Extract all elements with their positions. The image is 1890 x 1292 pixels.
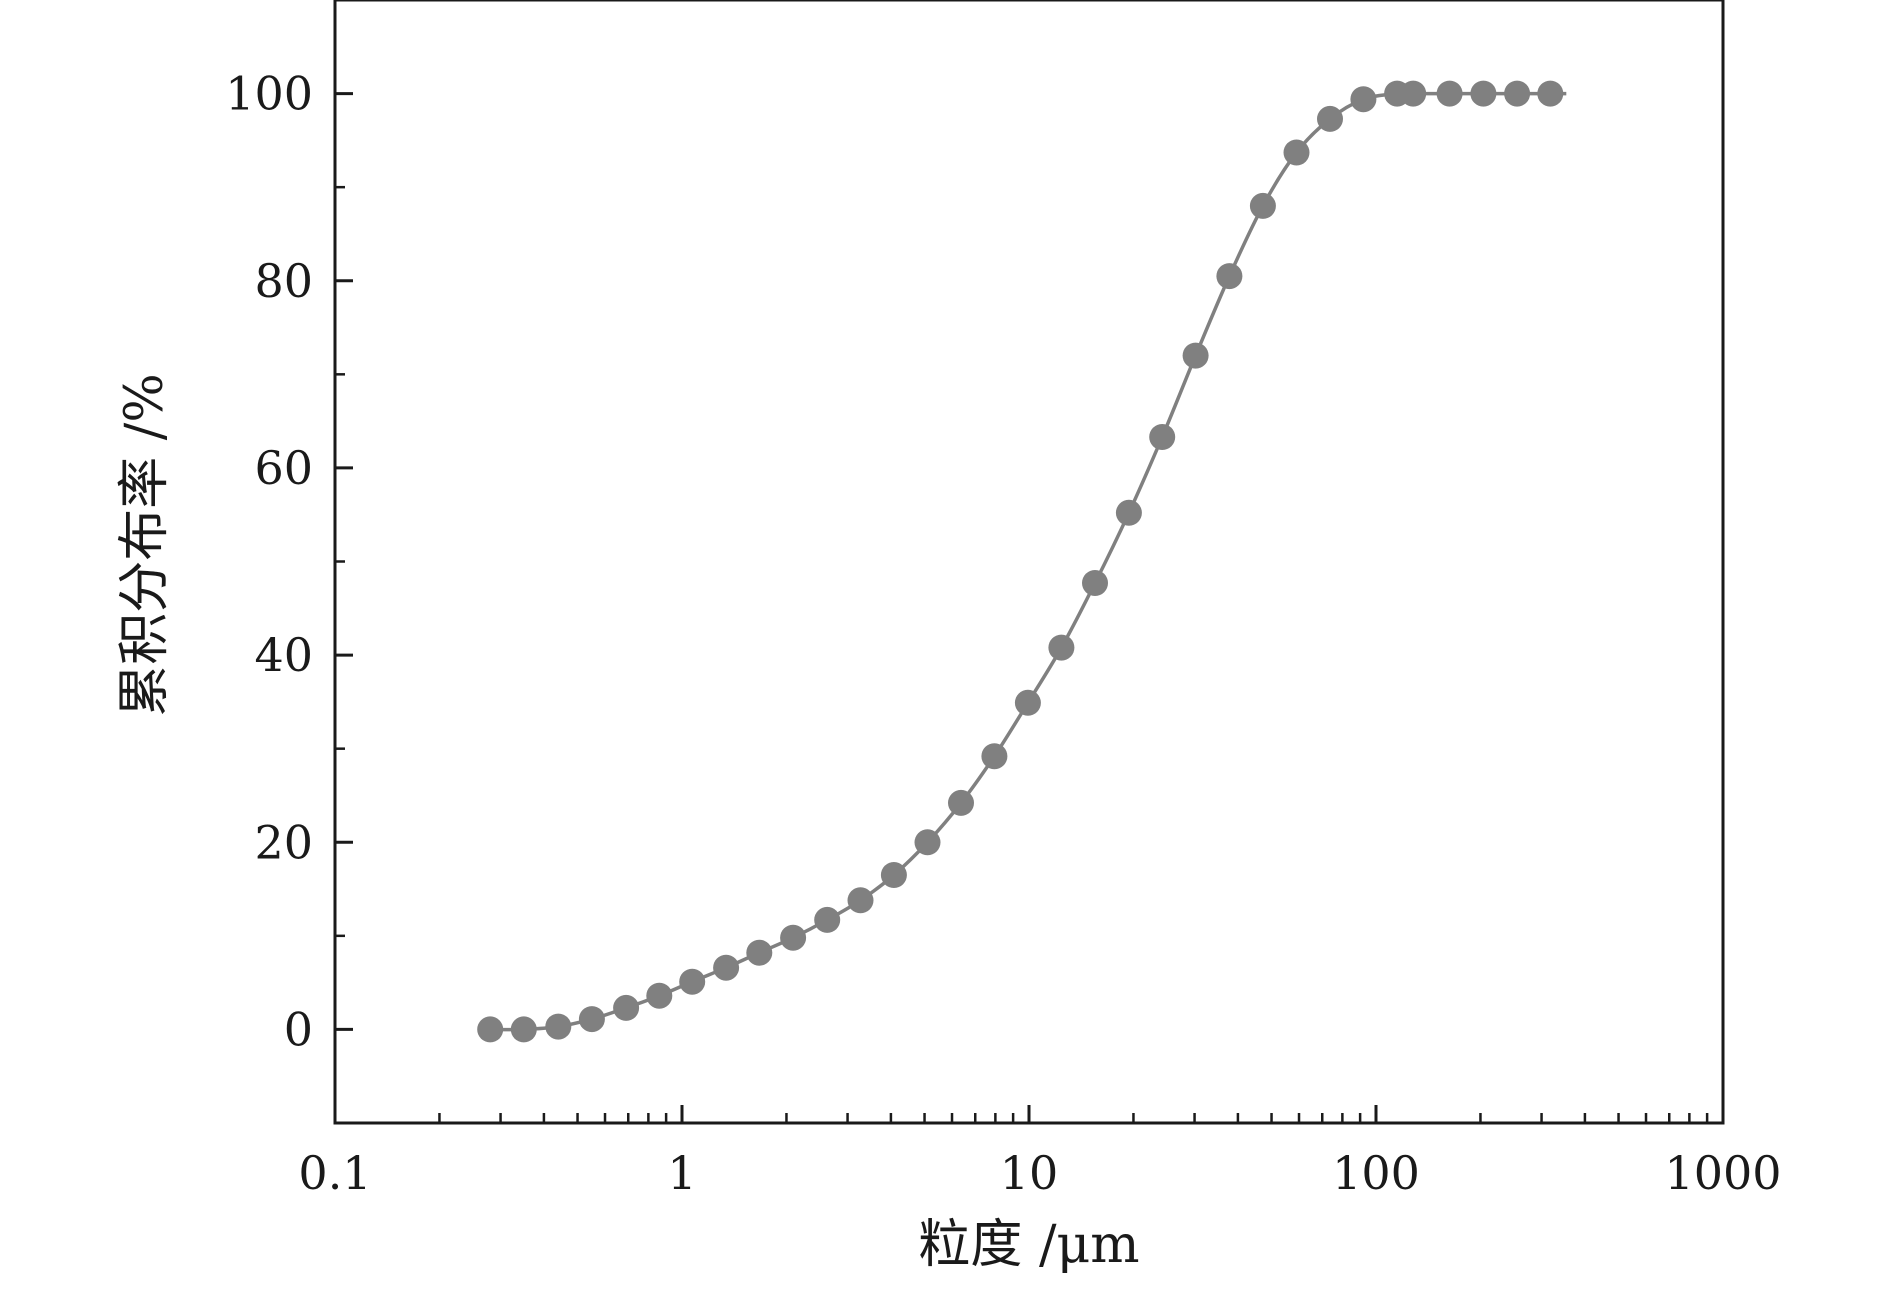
y-tick-label: 80 (254, 254, 313, 308)
data-point (847, 887, 874, 914)
data-point (1048, 634, 1075, 661)
y-tick-label: 0 (284, 1002, 313, 1056)
data-point (1182, 342, 1209, 369)
y-axis-title: 累积分布率 /% (115, 373, 175, 716)
data-point (914, 829, 941, 856)
data-point (1249, 192, 1276, 219)
data-point (1350, 86, 1377, 113)
x-tick-label: 1000 (1664, 1146, 1781, 1200)
data-point (1470, 80, 1497, 107)
data-point (545, 1013, 572, 1040)
x-axis-title: 粒度 /μm (918, 1215, 1139, 1275)
y-tick-label: 20 (254, 815, 313, 869)
data-point (477, 1016, 504, 1043)
x-axis-tick-labels: 0.1 1 10 100 1000 (298, 1146, 1781, 1200)
data-point (1537, 80, 1564, 107)
series-fit-curve (490, 91, 1567, 1032)
data-point (746, 939, 773, 966)
y-tick-label: 40 (254, 628, 313, 682)
y-axis-ticks (335, 92, 353, 1031)
y-tick-label: 60 (254, 441, 313, 495)
x-tick-label: 1 (667, 1146, 696, 1200)
x-tick-label: 100 (1332, 1146, 1420, 1200)
data-point (1400, 80, 1427, 107)
data-point (780, 924, 807, 951)
data-point (981, 743, 1008, 770)
data-point (1216, 263, 1243, 290)
data-point (1283, 139, 1310, 166)
data-point (1082, 570, 1108, 596)
x-tick-label: 10 (1000, 1146, 1059, 1200)
data-point (1317, 105, 1343, 132)
data-point (880, 862, 907, 888)
data-point (1149, 424, 1176, 450)
x-axis-ticks (333, 1105, 1725, 1123)
y-axis-tick-labels: 0 20 40 60 80 100 (225, 67, 313, 1057)
data-point (646, 982, 673, 1009)
data-point (1504, 80, 1531, 107)
y-tick-label: 100 (225, 67, 313, 121)
data-point (578, 1006, 605, 1033)
series-points (477, 80, 1564, 1043)
data-point (1014, 689, 1041, 716)
data-point (510, 1016, 537, 1043)
data-point (679, 968, 706, 995)
data-point (814, 906, 841, 933)
data-point (613, 994, 640, 1021)
data-point (1436, 80, 1463, 107)
x-tick-label: 0.1 (298, 1146, 371, 1200)
data-point (713, 954, 740, 981)
data-point (948, 789, 974, 816)
plot-frame (333, 0, 1725, 1125)
data-point (1115, 499, 1142, 526)
